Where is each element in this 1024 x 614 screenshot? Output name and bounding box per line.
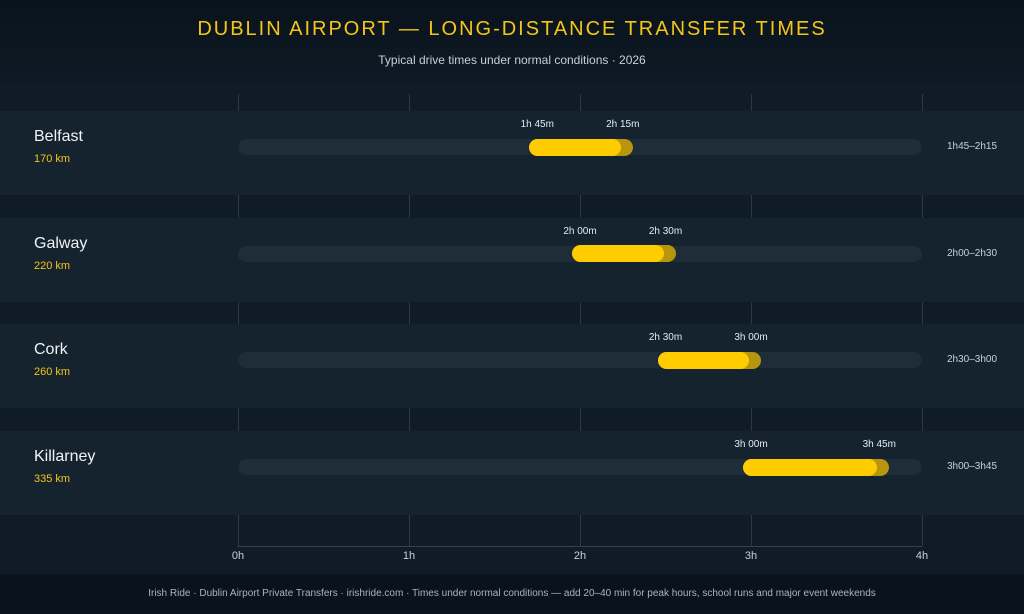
range-bar [572,245,664,263]
destination-name: Cork [34,341,68,359]
footer-text: Irish Ride · Dublin Airport Private Tran… [148,588,876,599]
range-bar [657,351,749,369]
range-text: 1h45–2h15 [947,141,998,152]
range-text: 2h00–2h30 [947,247,998,259]
x-tick-label: 2h [573,550,587,562]
gridline [922,94,923,546]
max-time-label: 3h 00m [734,332,768,344]
x-tick-label: 3h [744,550,758,562]
chart-header: DUBLIN AIRPORT — LONG-DISTANCE TRANSFER … [0,0,1024,84]
destination-name: Belfast [34,128,83,145]
gridline [409,94,410,546]
footer: Irish Ride · Dublin Airport Private Tran… [0,574,1024,614]
range-bar [529,138,621,156]
range-bar [743,458,878,476]
x-axis-line [238,546,922,547]
max-time-label: 2h 15m [606,119,640,130]
min-time-label: 2h 30m [648,332,683,344]
gridline [580,94,581,546]
range-text: 2h30–3h00 [947,354,998,366]
gridline [751,94,752,546]
destination-distance: 170 km [34,153,71,165]
min-time-label: 1h 45m [520,119,554,130]
min-time-label: 2h 00m [563,225,597,237]
bar-track [238,352,922,369]
max-time-label: 2h 30m [648,225,683,237]
chart-title: DUBLIN AIRPORT — LONG-DISTANCE TRANSFER … [197,18,827,40]
chart-subtitle: Typical drive times under normal conditi… [378,53,646,67]
destination-name: Killarney [34,448,96,466]
range-text: 3h00–3h45 [947,461,998,473]
x-tick-label: 0h [231,550,245,562]
destination-distance: 260 km [34,366,71,379]
max-time-label: 3h 45m [862,439,896,451]
destination-name: Galway [34,234,88,252]
destination-distance: 220 km [34,259,71,272]
min-time-label: 3h 00m [734,439,768,451]
x-tick-label: 1h [402,550,416,562]
destination-distance: 335 km [34,473,71,486]
x-tick-label: 4h [915,550,929,562]
gridline [238,94,239,546]
